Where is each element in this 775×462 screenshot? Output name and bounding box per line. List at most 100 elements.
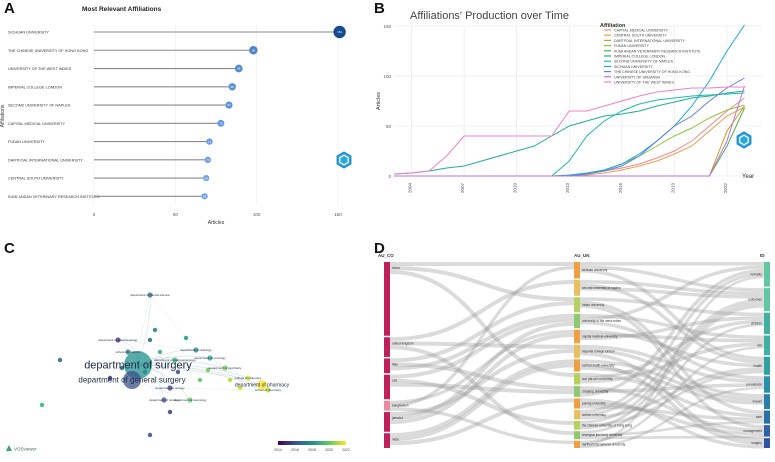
network-node-minor [167,409,173,415]
sankey-link [579,348,765,398]
sankey-node-country [384,433,390,448]
chart-b-series-line [394,85,745,177]
chart-b-legend-label: CENTRAL SOUTH UNIVERSITY [614,34,667,38]
colorbar-tick: 2020 [325,448,333,452]
network-edge [137,364,269,391]
network-node-label: department of pharmacy [235,383,290,389]
sankey-link [579,265,765,292]
chart-b-legend-title: Affiliation [600,23,626,29]
chart-a-category-label: CAPITAL MEDICAL UNIVERSITY [8,122,66,126]
sankey-link [579,366,765,405]
sankey-link [389,270,575,378]
network-edge [174,359,226,369]
network-node [245,375,251,381]
chart-b-legend-label: IMPERIAL COLLEGE LONDON [614,55,665,59]
chart-a-dot-value: 151 [337,30,342,34]
sankey-link [579,272,765,414]
chart-a-category-label: DARTFOAL INTERNATIONAL UNIVERSITY [8,158,83,162]
bibliometrix-logo-b [736,131,752,149]
network-node [222,365,228,371]
network-edge [209,357,226,369]
sankey-label-country: bangladesh [392,404,409,408]
sankey-link [579,333,765,343]
network-node [265,387,271,393]
network-node-minor [147,337,153,343]
sankey-label-keyword: health [753,364,762,368]
sankey-link [579,283,765,364]
sankey-label-keyword: management [743,429,762,433]
chart-a-dot [333,25,346,39]
chart-b-legend-label: THE CHINESE UNIVERSITY OF HONG KONG [614,70,690,74]
sankey-node-institution [574,297,580,313]
network-node-label: department of nursing [149,398,179,402]
sankey-label-institution: dartfoal international university [582,442,626,446]
network-node-label: department of oncology [194,356,226,360]
sankey-link [579,362,765,446]
network-node-minor [152,327,158,333]
network-edge [117,339,197,351]
network-node-label: department of surgery [84,360,192,372]
chart-a-dot [204,156,212,164]
sankey-label-keyword: outcomes [748,298,762,302]
sankey-link [389,332,575,425]
institution-network-map: department of surgery department of gener… [6,292,350,452]
network-node [167,385,173,391]
sankey-link [579,313,765,339]
sankey-node-country [384,262,390,336]
sankey-node-country [384,374,390,400]
sankey-link [579,323,765,434]
chart-a-xtick: 0 [93,212,96,217]
sankey-node-institution [574,420,580,430]
chart-b-xtick: 2019 [670,182,675,193]
chart-a-category-label: IMPERIAL COLLEGE LONDON [8,85,62,89]
chart-a-category-label: FUDAN UNIVERSITY [8,140,45,144]
chart-b-xtick: 2016 [618,182,623,193]
sankey-node-institution [574,440,580,448]
chart-a-dot-value: 85 [231,85,235,89]
sankey-link [579,370,765,427]
sankey-link [389,345,575,436]
sankey-node-country [384,337,390,357]
network-edge [137,364,263,386]
sankey-link [579,367,765,420]
chart-a-dot-value: 68 [203,195,207,199]
production-over-time-chart: Affiliations' Production over Time 0 50 100… [376,10,762,193]
sankey-link [579,316,765,341]
sankey-link [579,401,765,436]
network-node-minor [237,385,243,391]
sankey-label-keyword: risk [757,343,762,347]
chart-b-ytick: 50 [386,124,392,129]
panel-label-a: A [4,0,15,17]
sankey-header: AU_CO [378,253,394,258]
sankey-link [389,407,575,444]
network-node-minor [157,349,163,355]
sankey-label-institution: shanghai jiao tong university [582,433,623,437]
sankey-link [579,269,765,361]
chart-b-ytick: 0 [388,174,391,179]
sankey-link [579,286,765,299]
network-node-minor [119,365,125,371]
sankey-label-institution: the chinese university of hong kong [582,423,632,427]
three-field-sankey-plot: AU_CO AU_UN ID china united kingdom italy usa b… [378,253,770,449]
sankey-header: AU_UN [574,253,590,258]
chart-a-dot [228,83,236,91]
chart-a-dot [217,119,225,127]
sankey-node-institution [574,313,580,329]
chart-b-legend-label: KUMI ANDAN VETERINARY RESEARCH INSTITUTE [614,49,701,53]
network-node-label: department of anesthesiology [98,338,138,342]
sankey-link [579,386,765,433]
chart-b-xtick: 2013 [565,182,570,193]
chart-b-legend-label: UNIVERSITY OF SHUANSH [614,75,660,79]
colorbar-tick: 2014 [274,448,282,452]
network-node-minor [107,375,113,381]
chart-b-title: Affiliations' Production over Time [410,10,569,22]
network-node [187,397,193,403]
sankey-label-institution: imperial college london [582,349,615,353]
chart-a-xtick: 100 [253,212,261,217]
sankey-link [389,329,575,405]
chart-a-category-label: UNIVERSITY OF THE WEST INDIES [8,67,72,71]
sankey-label-country: india [392,437,399,441]
sankey-link [579,359,765,402]
sankey-label-institution: sichuan university [582,268,608,272]
chart-a-category-label: SICHUAN UNIVERSITY [8,31,49,35]
